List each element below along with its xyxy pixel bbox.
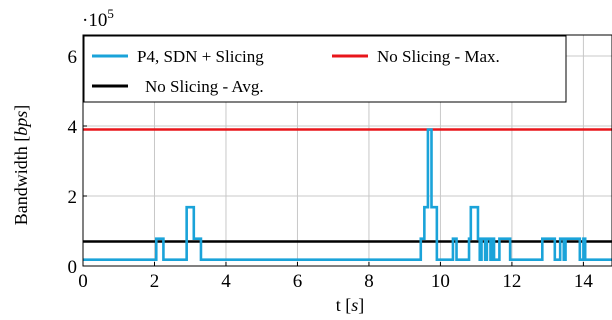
x-tick-label: 6 [293,271,303,292]
x-axis-unit: s [351,295,358,315]
y-tick-label: 4 [68,117,78,138]
x-tick-label: 12 [502,271,521,292]
y-axis-label: Bandwidth [bps] [11,105,31,226]
y-multiplier: ·105 [82,6,114,31]
x-tick-label: 8 [364,271,374,292]
y-axis-label-text: Bandwidth [11,146,31,225]
ticks: 0 2 4 6 8 10 12 14 0 2 4 6 [68,47,594,292]
legend-label-avg: No Slicing - Avg. [145,77,264,96]
x-tick-label: 10 [431,271,450,292]
x-tick-label: 4 [221,271,231,292]
series-line-p4-sdn-slicing [83,128,612,262]
legend: P4, SDN + Slicing No Slicing - Max. No S… [83,35,567,103]
legend-box [83,35,567,103]
x-tick-label: 2 [150,271,160,292]
y-tick-label: 0 [68,257,78,278]
x-tick-label: 14 [574,271,594,292]
plot-frame [82,34,612,267]
y-tick-label: 6 [68,47,78,68]
x-tick-label: 0 [78,271,88,292]
x-axis-label-text: t [336,295,341,315]
y-tick-label: 2 [68,187,78,208]
y-multiplier-exponent: 5 [107,6,114,21]
legend-label-max: No Slicing - Max. [377,47,500,66]
legend-label-p4: P4, SDN + Slicing [137,47,264,66]
x-axis-label: t [s] [336,295,365,315]
y-axis-unit: bps [11,111,31,136]
y-multiplier-base: ·10 [82,10,107,31]
plot-lines [83,128,612,262]
